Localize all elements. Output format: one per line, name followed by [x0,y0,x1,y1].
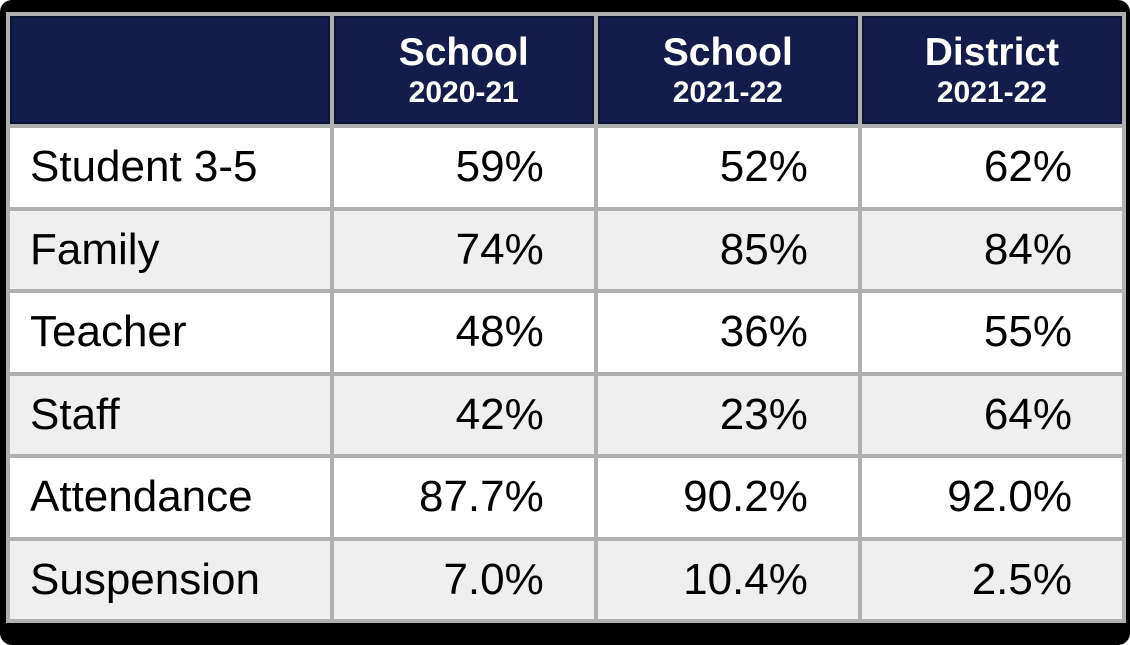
value-cell: 85% [597,210,858,289]
header-subtitle: 2021-22 [672,75,783,109]
table-row-family: Family 74% 85% 84% [10,210,1122,289]
value-cell: 10.4% [597,540,858,619]
value-cell: 87.7% [333,458,594,537]
value-cell: 48% [333,293,594,372]
header-cell-school-2021-22: School 2021-22 [597,16,858,124]
value-cell: 23% [597,375,858,454]
value-cell: 64% [861,375,1122,454]
value-cell: 42% [333,375,594,454]
table-row-staff: Staff 42% 23% 64% [10,375,1122,454]
school-metrics-table: School 2020-21 School 2021-22 District 2… [6,12,1126,623]
value-cell: 62% [861,128,1122,207]
row-label: Attendance [10,458,330,537]
value-cell: 36% [597,293,858,372]
value-cell: 59% [333,128,594,207]
header-cell-district-2021-22: District 2021-22 [861,16,1122,124]
header-row: School 2020-21 School 2021-22 District 2… [10,16,1122,124]
value-cell: 52% [597,128,858,207]
table-row-attendance: Attendance 87.7% 90.2% 92.0% [10,458,1122,537]
header-subtitle: 2020-21 [408,75,519,109]
row-label: Suspension [10,540,330,619]
header-title: School [662,31,793,75]
header-cell-school-2020-21: School 2020-21 [333,16,594,124]
row-label: Teacher [10,293,330,372]
table-row-suspension: Suspension 7.0% 10.4% 2.5% [10,540,1122,619]
value-cell: 90.2% [597,458,858,537]
value-cell: 74% [333,210,594,289]
value-cell: 55% [861,293,1122,372]
header-title: School [398,31,529,75]
row-label: Student 3-5 [10,128,330,207]
table-row-student-3-5: Student 3-5 59% 52% 62% [10,128,1122,207]
row-label: Family [10,210,330,289]
value-cell: 84% [861,210,1122,289]
value-cell: 92.0% [861,458,1122,537]
header-cell-empty [10,16,330,124]
table-row-teacher: Teacher 48% 36% 55% [10,293,1122,372]
header-title: District [924,31,1060,75]
value-cell: 2.5% [861,540,1122,619]
row-label: Staff [10,375,330,454]
header-subtitle: 2021-22 [936,75,1047,109]
value-cell: 7.0% [333,540,594,619]
